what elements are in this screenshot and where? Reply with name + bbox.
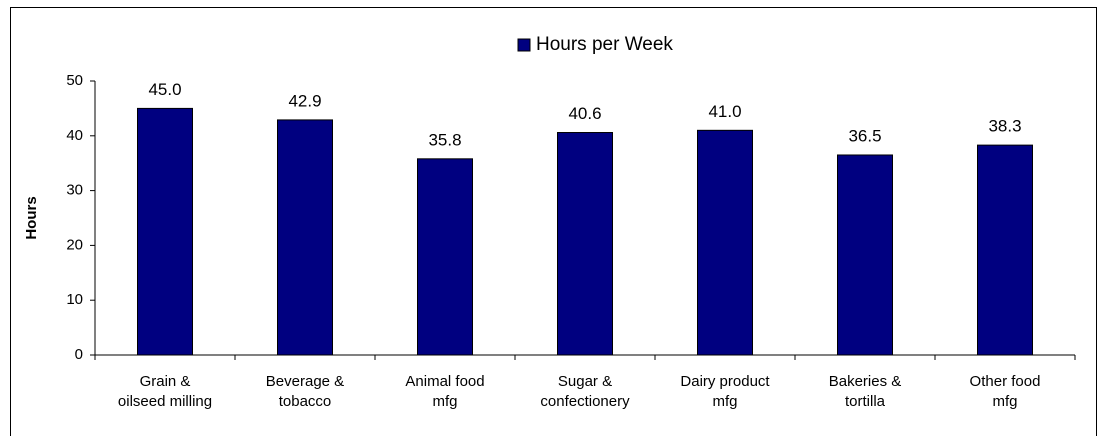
x-tick-label: Other food mfg (969, 373, 1041, 410)
y-tick-label: 0 (75, 346, 83, 363)
y-tick-label: 30 (66, 182, 83, 199)
data-label: 45.0 (148, 80, 181, 99)
y-tick-label: 20 (66, 236, 83, 253)
x-tick-label: Beverage & tobacco (265, 373, 345, 410)
bar (417, 158, 473, 356)
legend-swatch (517, 38, 531, 52)
x-tick-label: Dairy product mfg (680, 373, 770, 410)
legend-label: Hours per Week (536, 34, 673, 55)
bar (137, 107, 193, 356)
y-axis-label: Hours (23, 196, 40, 239)
y-tick-label: 40 (66, 127, 83, 144)
data-label: 41.0 (708, 102, 741, 121)
x-tick-label: Grain & oilseed milling (117, 373, 213, 410)
bar (977, 144, 1033, 356)
bar (697, 129, 753, 356)
x-tick-label: Animal food mfg (405, 373, 485, 410)
y-tick-label: 50 (66, 72, 83, 89)
data-label: 40.6 (568, 104, 601, 123)
data-label: 36.5 (848, 126, 881, 145)
data-label: 35.8 (428, 130, 461, 149)
bar (557, 132, 613, 356)
data-label: 38.3 (988, 117, 1021, 136)
bar (837, 154, 893, 356)
x-tick-label: Bakeries & tortilla (828, 373, 902, 410)
x-tick-label: Sugar & confectionery (540, 373, 630, 410)
data-label: 42.9 (288, 91, 321, 110)
y-tick-label: 10 (66, 291, 83, 308)
bar (277, 119, 333, 356)
